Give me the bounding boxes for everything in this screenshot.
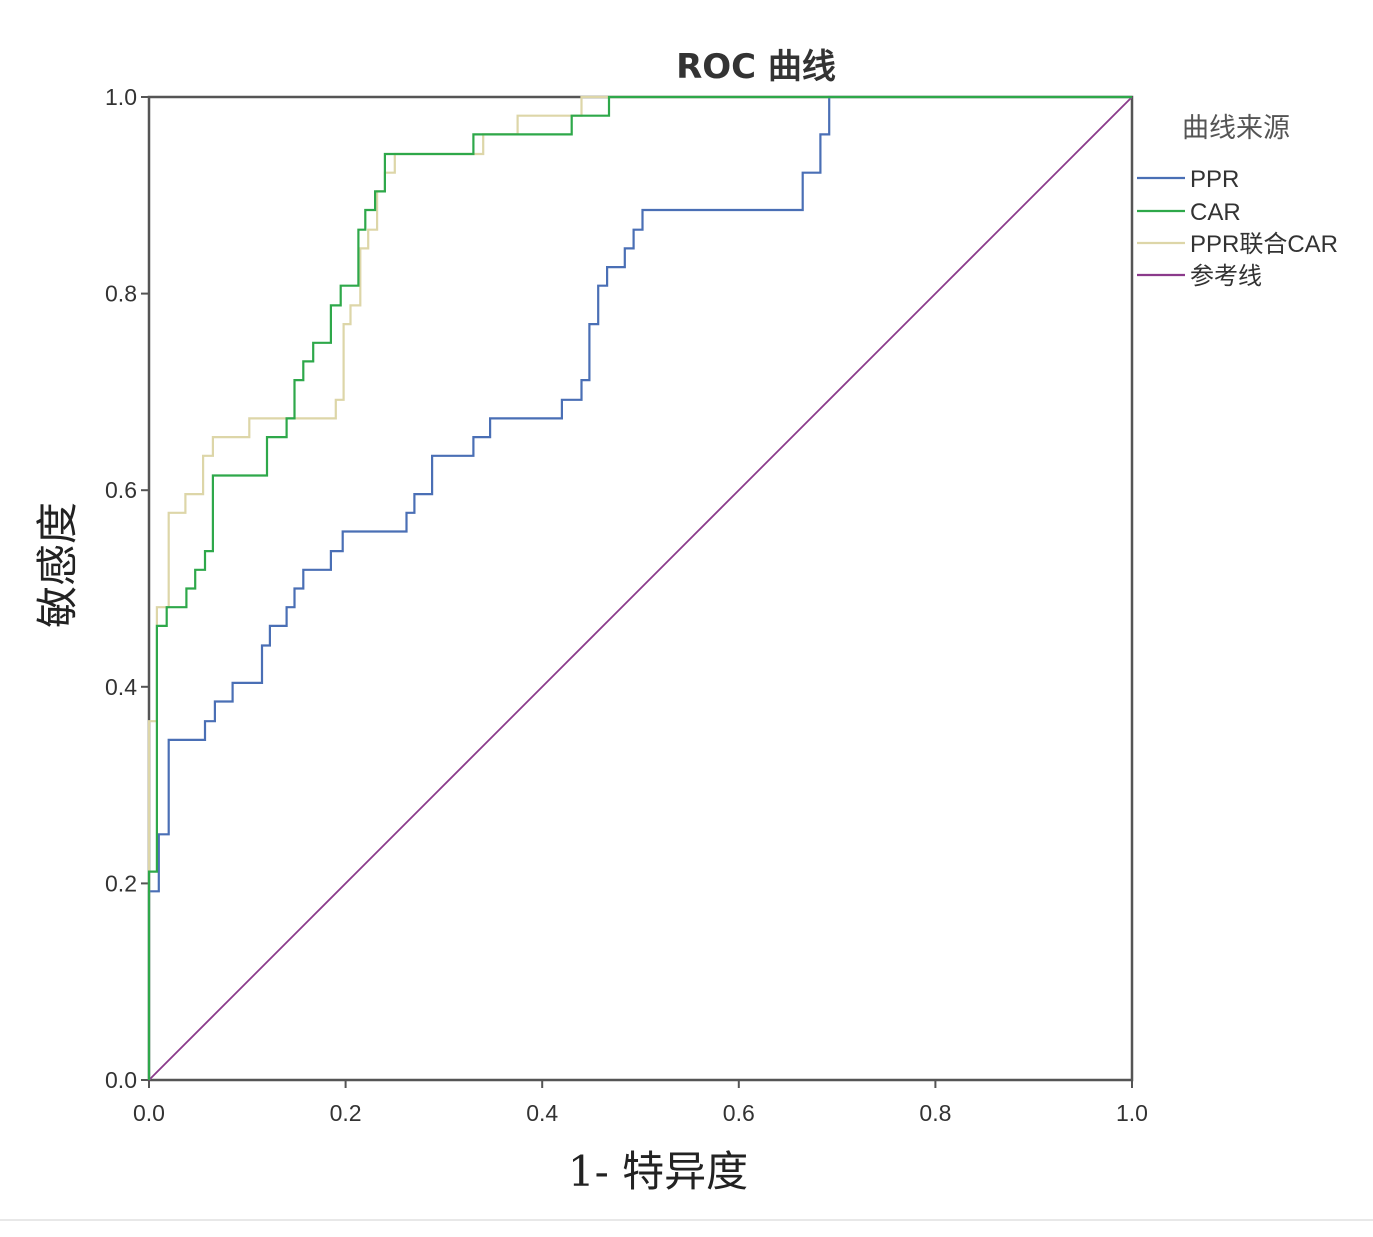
- x-tick-label: 1.0: [1116, 1100, 1148, 1126]
- series-lines: [147, 95, 1133, 1081]
- y-tick-label: 0.0: [105, 1067, 137, 1093]
- y-tick-label: 0.8: [105, 281, 137, 307]
- legend-label: PPR联合CAR: [1190, 231, 1338, 258]
- x-tick-label: 0.4: [526, 1100, 558, 1126]
- legend: 曲线来源 PPR CAR PPR联合CAR 参考线: [1137, 113, 1338, 290]
- series-line-3: [148, 96, 1133, 1081]
- x-tick-label: 0.2: [330, 1100, 362, 1126]
- legend-label: CAR: [1190, 199, 1241, 226]
- x-tick-label: 0.6: [723, 1100, 755, 1126]
- y-tick-label: 0.4: [105, 674, 137, 700]
- y-axis-label: 敏感度: [33, 502, 82, 628]
- chart-title: ROC 曲线: [676, 47, 836, 87]
- x-tick-label: 0.0: [133, 1100, 165, 1126]
- series-line-0: [147, 95, 1132, 1080]
- bottom-divider: [0, 1219, 1373, 1221]
- y-tick-label: 0.2: [105, 870, 137, 896]
- axis-ticks: [141, 96, 1133, 1088]
- legend-label: 参考线: [1190, 263, 1262, 290]
- legend-label: PPR: [1190, 166, 1239, 193]
- series-line-2: [147, 95, 1132, 1080]
- x-tick-label: 0.8: [919, 1100, 951, 1126]
- y-tick-label: 0.6: [105, 477, 137, 503]
- legend-title: 曲线来源: [1182, 113, 1290, 144]
- x-axis-label: 1- 特异度: [568, 1147, 748, 1196]
- series-line-1: [147, 95, 1132, 1080]
- y-tick-label: 1.0: [105, 84, 137, 110]
- axis-tick-labels: 0.0 0.2 0.4 0.6 0.8 1.0 0.0 0.2 0.4 0.6 0.8 1.0: [105, 84, 1148, 1126]
- legend-items: PPR CAR PPR联合CAR 参考线: [1137, 166, 1338, 290]
